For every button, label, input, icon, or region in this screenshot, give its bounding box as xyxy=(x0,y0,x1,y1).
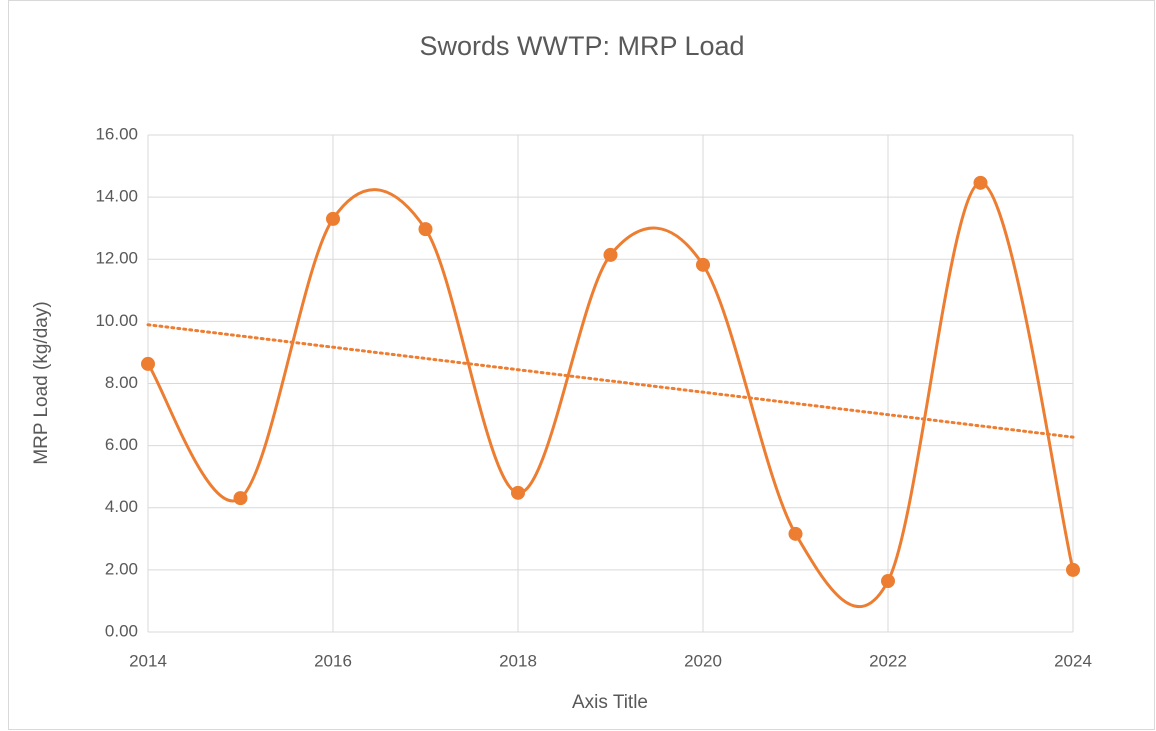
x-tick-label: 2022 xyxy=(869,651,907,670)
x-tick-label: 2020 xyxy=(684,651,722,670)
chart-border xyxy=(8,0,1155,730)
data-point xyxy=(233,491,248,506)
data-point xyxy=(141,356,155,371)
chart-title: Swords WWTP: MRP Load xyxy=(419,31,744,61)
data-point xyxy=(696,257,710,272)
trendline xyxy=(146,323,1075,439)
y-tick-label: 8.00 xyxy=(105,373,138,392)
series-line xyxy=(146,181,1075,608)
y-tick-label: 2.00 xyxy=(105,559,138,578)
y-tick-label: 0.00 xyxy=(105,621,138,640)
y-axis-title: MRP Load (kg/day) xyxy=(31,301,52,464)
y-tick-label: 16.00 xyxy=(95,124,138,143)
data-point xyxy=(418,222,433,237)
y-tick-label: 10.00 xyxy=(95,311,138,330)
y-tick-label: 4.00 xyxy=(105,497,138,516)
data-point xyxy=(326,211,340,226)
data-point xyxy=(881,574,895,589)
y-tick-label: 14.00 xyxy=(95,187,138,206)
data-point xyxy=(511,485,525,500)
x-tick-label: 2018 xyxy=(499,651,537,670)
data-point xyxy=(973,175,988,190)
x-tick-label: 2024 xyxy=(1054,651,1092,670)
data-point xyxy=(788,526,803,541)
x-tick-label: 2016 xyxy=(314,651,352,670)
y-tick-label: 6.00 xyxy=(105,435,138,454)
data-point xyxy=(1066,562,1080,577)
x-tick-label: 2014 xyxy=(129,651,167,670)
x-axis-title: Axis Title xyxy=(572,692,648,713)
data-point xyxy=(603,247,618,262)
y-tick-label: 12.00 xyxy=(95,249,138,268)
